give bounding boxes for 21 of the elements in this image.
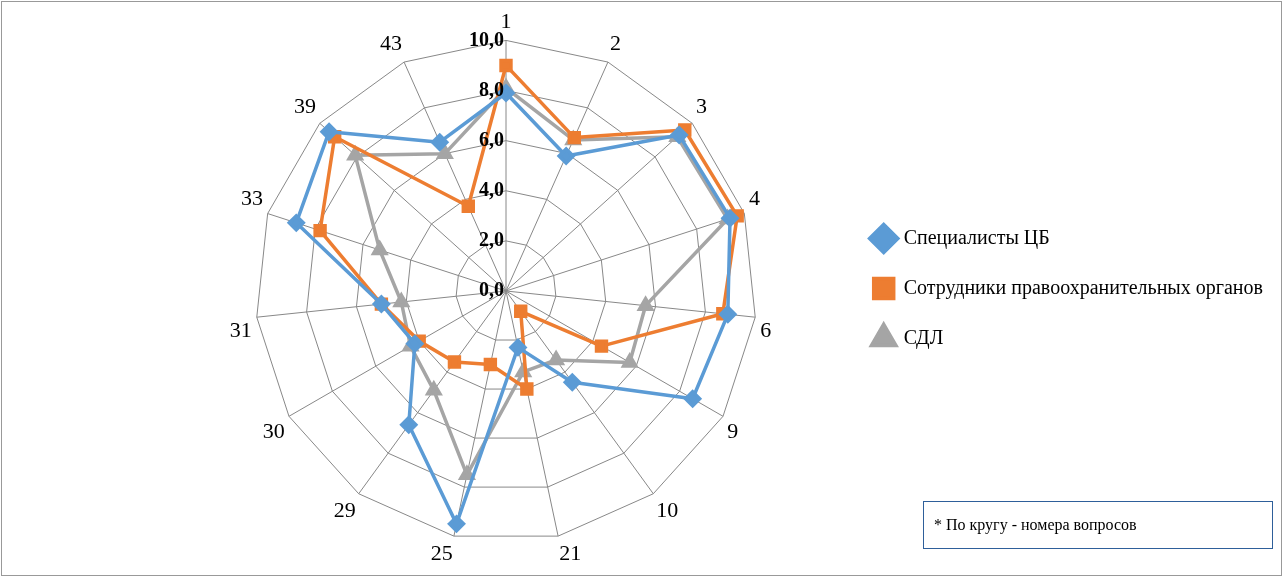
y-tick-label: 4,0: [479, 177, 504, 200]
spoke-label: 10: [656, 496, 679, 522]
legend-label: Специалисты ЦБ: [903, 225, 1050, 249]
y-tick-label: 0,0: [479, 278, 504, 301]
text: * По кругу - номера вопросов: [923, 501, 1273, 549]
spoke-label: 29: [333, 496, 356, 522]
spoke-label: 33: [240, 184, 263, 210]
legend-label: Сотрудники правоохранительных органов: [903, 275, 1263, 299]
spoke-label: 9: [727, 417, 739, 443]
spoke-label: 25: [430, 540, 453, 565]
spoke-label: 30: [262, 417, 285, 443]
spoke-label: 6: [760, 316, 772, 342]
spoke-label: 2: [609, 30, 621, 56]
spoke-label: 31: [229, 316, 252, 342]
y-tick-label: 2,0: [479, 228, 504, 251]
spoke-label: 4: [749, 184, 761, 210]
spoke-label: 43: [380, 30, 403, 56]
legend-label: СДЛ: [903, 325, 944, 349]
spoke-label: 39: [294, 92, 317, 118]
spoke-label: 3: [695, 92, 707, 118]
spoke-label: 21: [559, 540, 582, 565]
